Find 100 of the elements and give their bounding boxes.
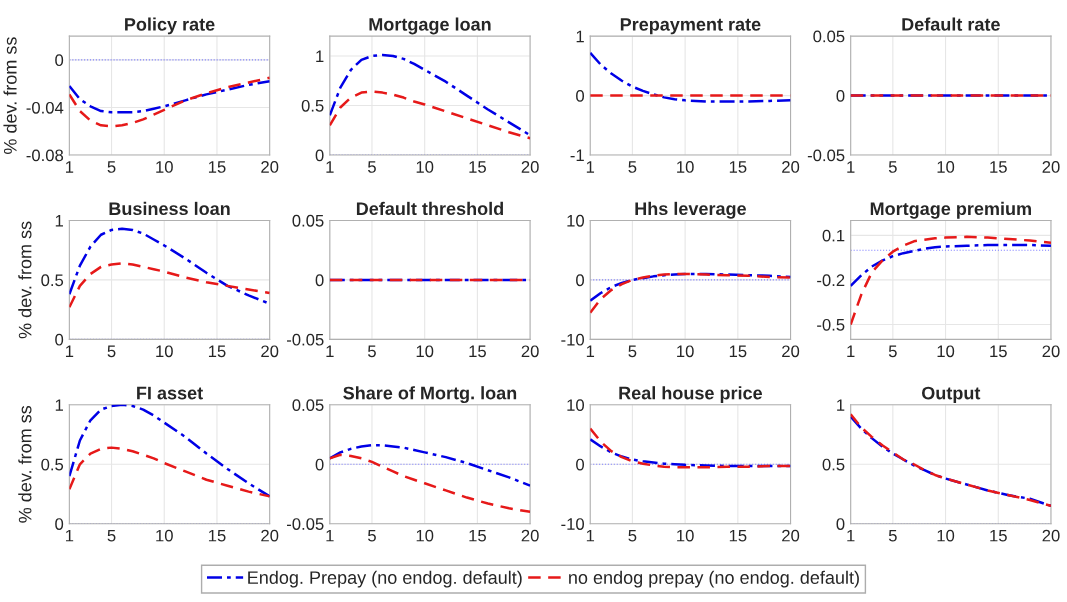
y-tick-label: -1 xyxy=(570,149,584,162)
line-series xyxy=(590,427,791,469)
x-tick-label: 20 xyxy=(782,161,800,173)
line-series xyxy=(69,76,270,128)
y-axis-title: % dev. from ss xyxy=(18,405,32,523)
x-tick-label: 1 xyxy=(65,161,74,173)
y-tick-label: 0.05 xyxy=(292,214,324,227)
x-tick-label: 15 xyxy=(990,345,1007,358)
y-tick-label: 1 xyxy=(55,399,63,411)
x-tick-label: 5 xyxy=(368,161,376,173)
x-tick-label: 10 xyxy=(677,161,694,173)
x-tick-label: 20 xyxy=(1042,529,1060,542)
y-tick-label: 0.1 xyxy=(822,229,845,242)
y-tick-label: 0 xyxy=(315,274,324,287)
line-series xyxy=(329,453,531,514)
x-tick-label: 10 xyxy=(416,345,434,358)
x-tick-label: 15 xyxy=(729,345,747,358)
y-tick-label: -10 xyxy=(561,333,585,346)
y-tick-label: 0 xyxy=(576,89,585,102)
x-tick-label: 1 xyxy=(586,529,595,542)
x-tick-label: 20 xyxy=(1042,345,1060,358)
chart-title: Mortgage loan xyxy=(369,17,491,35)
x-tick-label: 5 xyxy=(107,529,116,542)
y-tick-label: -0.08 xyxy=(26,149,64,162)
x-tick-label: 5 xyxy=(888,529,897,542)
x-tick-label: 1 xyxy=(586,345,595,358)
y-tick-label: 0.5 xyxy=(41,458,64,471)
x-tick-label: 5 xyxy=(368,345,376,358)
y-tick-label: 0 xyxy=(836,518,845,530)
x-tick-label: 5 xyxy=(107,345,116,358)
y-tick-label: -0.04 xyxy=(26,101,64,114)
x-tick-label: 5 xyxy=(628,345,637,358)
line-series xyxy=(850,243,1051,288)
x-tick-label: 1 xyxy=(65,345,74,358)
line-series xyxy=(590,51,791,103)
x-tick-label: 1 xyxy=(847,529,855,542)
y-tick-label: 0 xyxy=(315,149,324,162)
x-tick-label: 5 xyxy=(888,345,897,358)
y-tick-label: -0.2 xyxy=(817,274,845,287)
y-axis-title: % dev. from ss xyxy=(3,37,17,154)
chart-title: Prepayment rate xyxy=(620,18,761,35)
x-tick-label: 20 xyxy=(261,345,279,358)
x-tick-label: 1 xyxy=(326,345,334,358)
x-tick-label: 5 xyxy=(368,529,376,542)
x-tick-label: 20 xyxy=(261,161,279,173)
x-tick-label: 5 xyxy=(888,161,897,173)
chart-title: Business loan xyxy=(109,201,230,216)
y-axis-title: % dev. from ss xyxy=(18,221,32,339)
line-series xyxy=(69,446,270,498)
y-tick-label: -0.05 xyxy=(286,518,324,530)
y-tick-label: 0.5 xyxy=(822,458,845,471)
y-tick-label: -10 xyxy=(561,518,585,530)
x-tick-label: 10 xyxy=(416,529,434,542)
y-tick-label: 0 xyxy=(576,274,585,287)
y-tick-label: 0 xyxy=(55,333,64,346)
y-tick-label: 0.5 xyxy=(301,99,324,112)
y-tick-label: 1 xyxy=(55,215,63,227)
line-series xyxy=(69,262,270,309)
chart-title: Policy rate xyxy=(125,17,215,35)
x-tick-label: 20 xyxy=(782,345,800,358)
x-tick-label: 10 xyxy=(156,529,173,542)
y-tick-label: 10 xyxy=(567,399,585,412)
y-tick-label: 0 xyxy=(836,89,845,102)
x-tick-label: 1 xyxy=(65,529,74,542)
line-series xyxy=(69,227,270,305)
x-tick-label: 10 xyxy=(416,161,434,173)
y-tick-label: 1 xyxy=(576,30,584,43)
x-tick-label: 1 xyxy=(326,529,334,542)
x-tick-label: 15 xyxy=(990,529,1007,542)
x-tick-label: 1 xyxy=(847,345,855,358)
x-tick-label: 20 xyxy=(1042,161,1060,173)
line-series xyxy=(329,444,531,487)
x-tick-label: 15 xyxy=(990,161,1007,173)
x-tick-label: 10 xyxy=(937,529,955,542)
x-tick-label: 1 xyxy=(847,161,855,173)
x-tick-label: 20 xyxy=(521,345,539,358)
chart-title: Share of Mortg. loan xyxy=(343,386,517,404)
x-tick-label: 10 xyxy=(937,161,955,173)
x-tick-label: 15 xyxy=(208,529,226,542)
y-tick-label: 1 xyxy=(316,50,324,62)
x-tick-label: 5 xyxy=(628,529,637,542)
line-series xyxy=(69,80,270,114)
x-tick-label: 20 xyxy=(782,529,800,542)
x-tick-label: 15 xyxy=(208,161,226,173)
y-tick-label: 0 xyxy=(55,518,64,530)
y-tick-label: 0 xyxy=(576,458,585,471)
x-tick-label: 20 xyxy=(261,529,279,542)
x-tick-label: 10 xyxy=(156,345,173,358)
line-series xyxy=(329,90,531,140)
line-series xyxy=(329,53,531,137)
x-tick-label: 1 xyxy=(326,161,334,173)
y-tick-label: 0 xyxy=(315,458,324,471)
chart-title: Output xyxy=(921,386,981,403)
line-series xyxy=(590,272,791,314)
chart-title: FI asset xyxy=(137,386,203,400)
x-tick-label: 10 xyxy=(156,161,173,173)
legend-label: Endog. Prepay (no endog. default) xyxy=(248,570,522,588)
y-tick-label: 1 xyxy=(837,399,845,411)
line-series xyxy=(850,235,1051,326)
x-tick-label: 15 xyxy=(208,345,226,358)
